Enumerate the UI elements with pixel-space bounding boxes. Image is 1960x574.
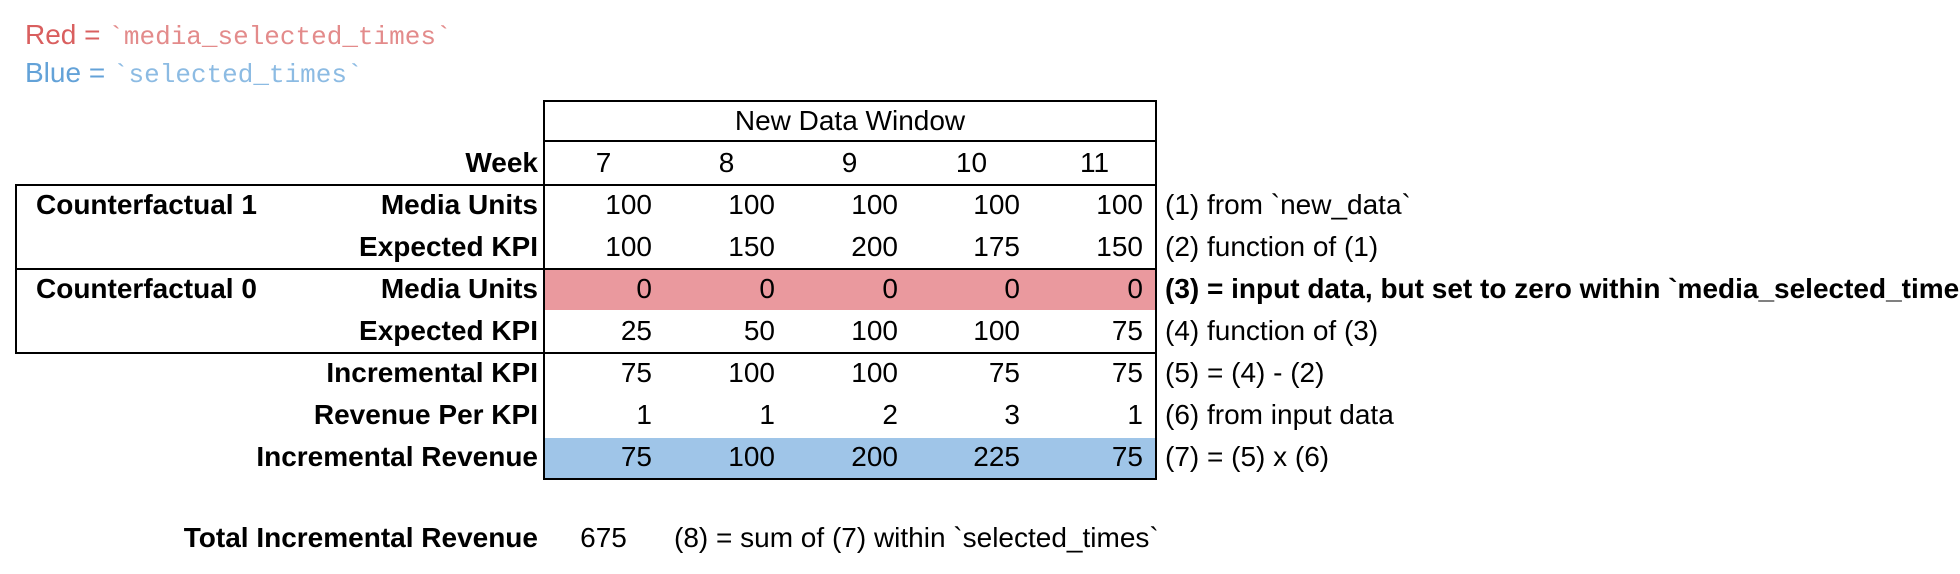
table-cell: 2: [882, 399, 898, 430]
table-border-data-right: [1155, 100, 1157, 480]
row-label-expected-kpi-cf1: Expected KPI: [359, 231, 538, 262]
week-header: 7: [595, 147, 612, 178]
table-cell: 100: [973, 315, 1020, 346]
legend-blue-line: Blue = `selected_times`: [25, 54, 363, 92]
table-cell: 3: [1004, 399, 1020, 430]
table-cell: 200: [851, 441, 898, 472]
annotation-3: (3) = input data, but set to zero within…: [1165, 273, 1960, 304]
annotation-7: (7) = (5) x (6): [1165, 441, 1330, 472]
annotation-4: (4) function of (3): [1165, 315, 1379, 346]
table-cell: 100: [605, 231, 652, 262]
table-cell: 50: [743, 315, 775, 346]
total-incremental-revenue-value: 675: [580, 522, 627, 553]
table-border-between-counterfactuals: [15, 268, 1157, 270]
row-label-incremental-kpi: Incremental KPI: [326, 357, 538, 388]
table-border-top: [543, 100, 1157, 102]
row-label-media-units-cf1: Media Units: [380, 189, 538, 220]
table-cell: 75: [1111, 441, 1143, 472]
table-border-bottom: [543, 478, 1157, 480]
table-cell: 150: [1096, 231, 1143, 262]
table-cell: 175: [973, 231, 1020, 262]
table-cell: 75: [620, 357, 652, 388]
week-row-label: Week: [465, 147, 538, 178]
table-cell: 1: [636, 399, 652, 430]
legend-red-code: `media_selected_times`: [108, 22, 452, 52]
table-border-data-left: [543, 100, 545, 480]
table-cell: 100: [851, 315, 898, 346]
table-cell: 100: [851, 357, 898, 388]
table-cell: 75: [988, 357, 1020, 388]
table-cell: 200: [851, 231, 898, 262]
legend-blue-label: Blue =: [25, 57, 106, 88]
table-cell: 225: [973, 441, 1020, 472]
table-cell: 0: [759, 273, 775, 304]
row-label-media-units-cf0: Media Units: [380, 273, 538, 304]
table-cell: 1: [759, 399, 775, 430]
table-cell: 1: [1127, 399, 1143, 430]
table-cell: 75: [620, 441, 652, 472]
annotation-2: (2) function of (1): [1165, 231, 1379, 262]
table-cell: 100: [1096, 189, 1143, 220]
table-cell: 0: [1004, 273, 1020, 304]
table-border-label-left: [15, 184, 17, 354]
table-cell: 25: [620, 315, 652, 346]
table-cell: 100: [973, 189, 1020, 220]
week-header: 8: [718, 147, 735, 178]
week-header: 9: [841, 147, 858, 178]
legend-red-label: Red =: [25, 19, 101, 50]
row-label-revenue-per-kpi: Revenue Per KPI: [313, 399, 538, 430]
new-data-window-header: New Data Window: [734, 105, 966, 136]
annotation-5: (5) = (4) - (2): [1165, 357, 1325, 388]
table-cell: 100: [851, 189, 898, 220]
week-header: 11: [1079, 147, 1110, 178]
table-cell: 0: [882, 273, 898, 304]
table-cell: 100: [728, 441, 775, 472]
table-cell: 100: [605, 189, 652, 220]
row-label-expected-kpi-cf0: Expected KPI: [359, 315, 538, 346]
week-header: 10: [955, 147, 988, 178]
table-cell: 150: [728, 231, 775, 262]
table-cell: 0: [636, 273, 652, 304]
total-incremental-revenue-label: Total Incremental Revenue: [183, 522, 538, 553]
table-border-below-week-row: [15, 184, 1157, 186]
annotation-1: (1) from `new_data`: [1165, 189, 1411, 220]
table-border-below-counterfactual0: [15, 352, 1157, 354]
media-selected-times-highlight: [545, 270, 1155, 310]
table-cell: 100: [728, 189, 775, 220]
table-cell: 75: [1111, 357, 1143, 388]
annotation-6: (6) from input data: [1165, 399, 1394, 430]
group-label-counterfactual-0: Counterfactual 0: [36, 273, 257, 304]
table-cell: 100: [728, 357, 775, 388]
legend-blue-code: `selected_times`: [112, 60, 363, 90]
table-border-below-window-header: [543, 140, 1157, 142]
selected-times-highlight: [545, 438, 1155, 478]
table-cell: 75: [1111, 315, 1143, 346]
row-label-incremental-revenue: Incremental Revenue: [256, 441, 538, 472]
annotation-8: (8) = sum of (7) within `selected_times`: [674, 522, 1159, 553]
table-cell: 0: [1127, 273, 1143, 304]
group-label-counterfactual-1: Counterfactual 1: [36, 189, 257, 220]
legend-red-line: Red = `media_selected_times`: [25, 16, 452, 54]
